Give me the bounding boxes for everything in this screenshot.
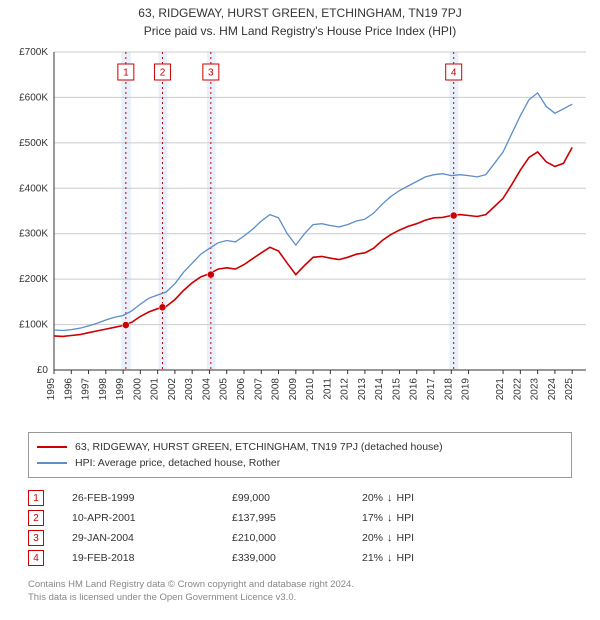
svg-text:2009: 2009 (288, 378, 299, 401)
svg-text:£500K: £500K (19, 138, 48, 149)
legend: 63, RIDGEWAY, HURST GREEN, ETCHINGHAM, T… (28, 432, 572, 478)
svg-text:2: 2 (160, 68, 166, 79)
sale-date: 10-APR-2001 (72, 512, 212, 524)
sale-price: £339,000 (232, 552, 342, 564)
sale-marker: 4 (28, 550, 44, 566)
svg-text:£300K: £300K (19, 229, 48, 240)
delta-ref: HPI (397, 532, 415, 544)
svg-text:2001: 2001 (150, 378, 161, 401)
svg-text:£200K: £200K (19, 274, 48, 285)
svg-text:2012: 2012 (340, 378, 351, 401)
sale-price: £210,000 (232, 532, 342, 544)
svg-text:2003: 2003 (184, 378, 195, 401)
svg-text:£100K: £100K (19, 320, 48, 331)
delta-ref: HPI (397, 492, 415, 504)
sale-marker: 2 (28, 510, 44, 526)
svg-text:2015: 2015 (391, 378, 402, 401)
svg-text:2008: 2008 (271, 378, 282, 401)
svg-text:2011: 2011 (322, 378, 333, 400)
svg-text:2006: 2006 (236, 378, 247, 401)
svg-text:2013: 2013 (357, 378, 368, 401)
svg-text:1: 1 (123, 68, 129, 79)
legend-label: 63, RIDGEWAY, HURST GREEN, ETCHINGHAM, T… (75, 439, 443, 455)
sale-row: 3 29-JAN-2004 £210,000 20% ↓ HPI (28, 528, 572, 548)
svg-text:1998: 1998 (98, 378, 109, 401)
sale-row: 1 26-FEB-1999 £99,000 20% ↓ HPI (28, 488, 572, 508)
svg-text:2005: 2005 (219, 378, 230, 401)
svg-text:2002: 2002 (167, 378, 178, 401)
svg-text:2018: 2018 (443, 378, 454, 401)
svg-text:2016: 2016 (409, 378, 420, 401)
sale-delta: 21% ↓ HPI (362, 552, 414, 564)
svg-text:1995: 1995 (46, 378, 57, 401)
sale-delta: 17% ↓ HPI (362, 512, 414, 524)
svg-text:2007: 2007 (253, 378, 264, 401)
svg-text:2010: 2010 (305, 378, 316, 401)
svg-text:2014: 2014 (374, 378, 385, 401)
sale-delta: 20% ↓ HPI (362, 532, 414, 544)
svg-text:2025: 2025 (564, 378, 575, 401)
arrow-down-icon: ↓ (387, 492, 393, 504)
svg-text:1997: 1997 (81, 378, 92, 401)
attribution-line-2: This data is licensed under the Open Gov… (28, 591, 572, 604)
legend-item: 63, RIDGEWAY, HURST GREEN, ETCHINGHAM, T… (37, 439, 563, 455)
svg-text:2017: 2017 (426, 378, 437, 401)
attribution: Contains HM Land Registry data © Crown c… (28, 578, 572, 604)
delta-pct: 20% (362, 532, 383, 544)
svg-text:3: 3 (208, 68, 214, 79)
chart-container: £0 £100K £200K £300K £400K £500K £600K £700K 199… (0, 40, 600, 430)
sale-delta: 20% ↓ HPI (362, 492, 414, 504)
sale-marker: 1 (28, 490, 44, 506)
svg-text:2000: 2000 (132, 378, 143, 401)
svg-text:1999: 1999 (115, 378, 126, 401)
price-chart: £0 £100K £200K £300K £400K £500K £600K £700K 199… (0, 40, 600, 430)
delta-pct: 21% (362, 552, 383, 564)
svg-text:2019: 2019 (461, 378, 472, 401)
sale-date: 26-FEB-1999 (72, 492, 212, 504)
sale-price: £99,000 (232, 492, 342, 504)
attribution-line-1: Contains HM Land Registry data © Crown c… (28, 578, 572, 591)
svg-text:2024: 2024 (547, 378, 558, 401)
sale-marker: 3 (28, 530, 44, 546)
delta-ref: HPI (397, 512, 415, 524)
svg-text:2023: 2023 (530, 378, 541, 401)
arrow-down-icon: ↓ (387, 552, 393, 564)
chart-title-address: 63, RIDGEWAY, HURST GREEN, ETCHINGHAM, T… (10, 6, 590, 20)
legend-label: HPI: Average price, detached house, Roth… (75, 455, 280, 471)
arrow-down-icon: ↓ (387, 512, 393, 524)
svg-text:2022: 2022 (512, 378, 523, 401)
delta-pct: 20% (362, 492, 383, 504)
legend-swatch (37, 462, 67, 464)
svg-text:2021: 2021 (495, 378, 506, 401)
svg-text:1996: 1996 (63, 378, 74, 401)
arrow-down-icon: ↓ (387, 532, 393, 544)
chart-title-subtitle: Price paid vs. HM Land Registry's House … (10, 24, 590, 38)
svg-text:4: 4 (451, 68, 457, 79)
delta-pct: 17% (362, 512, 383, 524)
delta-ref: HPI (397, 552, 415, 564)
sales-table: 1 26-FEB-1999 £99,000 20% ↓ HPI 2 10-APR-2001… (28, 488, 572, 568)
sale-price: £137,995 (232, 512, 342, 524)
sale-row: 2 10-APR-2001 £137,995 17% ↓ HPI (28, 508, 572, 528)
svg-text:2004: 2004 (201, 378, 212, 401)
svg-text:£700K: £700K (19, 47, 48, 58)
sale-date: 29-JAN-2004 (72, 532, 212, 544)
sale-date: 19-FEB-2018 (72, 552, 212, 564)
svg-text:£400K: £400K (19, 183, 48, 194)
svg-text:£0: £0 (37, 365, 49, 376)
svg-text:£600K: £600K (19, 92, 48, 103)
legend-swatch (37, 446, 67, 448)
sale-row: 4 19-FEB-2018 £339,000 21% ↓ HPI (28, 548, 572, 568)
legend-item: HPI: Average price, detached house, Roth… (37, 455, 563, 471)
